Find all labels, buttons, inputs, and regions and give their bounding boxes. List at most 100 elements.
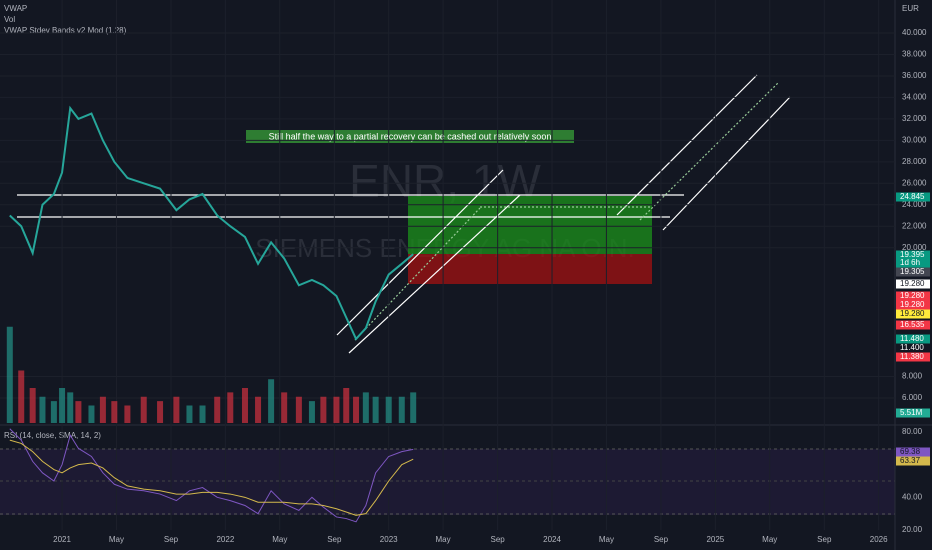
volume-bar [18, 370, 25, 423]
currency: EUR [902, 4, 919, 13]
rsi-tag-label: 69.38 [900, 447, 921, 456]
y-tick-label: 38.000 [902, 50, 927, 59]
volume-bar [308, 401, 315, 423]
volume-bar [6, 326, 13, 423]
x-tick-label: 2024 [543, 535, 561, 544]
volume-bar [343, 388, 350, 423]
x-tick-label: 2021 [53, 535, 71, 544]
loss-zone [408, 254, 652, 284]
volume-bar [199, 405, 206, 423]
drawings [17, 74, 791, 354]
indicator-label: Vol [4, 15, 15, 24]
volume-bar [124, 405, 131, 423]
price-tag-label: 5.51M [900, 408, 923, 417]
price-tag-label: 19.280 [900, 309, 925, 318]
price-tag-label: 19.305 [900, 267, 925, 276]
price-tag-label: 16.535 [900, 320, 925, 329]
price-tag [896, 267, 930, 277]
price-tag-label: 19.280 [900, 291, 925, 300]
volume-bar [67, 392, 74, 423]
x-tick-label: Sep [491, 535, 506, 544]
annotation: Still half the way to a partial recovery… [269, 131, 552, 141]
volume-bar [157, 401, 164, 423]
rsi-tag-label: 63.37 [900, 456, 921, 465]
rsi-tick-label: 80.00 [902, 427, 923, 436]
price-tag-label: 24.845 [900, 192, 925, 201]
volume-bar [50, 401, 57, 423]
volume-bar [255, 396, 262, 423]
x-tick-label: 2022 [216, 535, 234, 544]
price-tag [896, 258, 930, 268]
volume-bar [88, 405, 95, 423]
y-tick-label: 30.000 [902, 135, 927, 144]
y-tick-label: 20.000 [902, 243, 927, 252]
x-tick-label: Sep [817, 535, 832, 544]
price-tag [896, 352, 930, 362]
x-tick-label: 2023 [380, 535, 398, 544]
volume-bar [59, 388, 66, 423]
y-tick-label: 34.000 [902, 93, 927, 102]
y-tick-label: 28.000 [902, 157, 927, 166]
volume-bar [99, 396, 106, 423]
y-tick-label: 22.000 [902, 221, 927, 230]
price-tag [896, 334, 930, 344]
indicator-label: VWAP Stdev Bands v2 Mod (1.28) [4, 26, 127, 35]
price-tag [896, 309, 930, 319]
price-tag-label: 11.400 [900, 343, 924, 352]
volume-bar [320, 396, 327, 423]
price-tag [896, 408, 930, 418]
y-tick-label: 8.000 [902, 372, 923, 381]
x-tick-label: Sep [654, 535, 669, 544]
rsi-tag [896, 456, 930, 466]
volume-bar [241, 388, 248, 423]
price-tag-label: 11.480 [900, 334, 924, 343]
volume-bar [227, 392, 234, 423]
y-tick-label: 26.000 [902, 178, 927, 187]
price-tag [896, 343, 930, 353]
x-tick-label: Sep [327, 535, 342, 544]
rsi-tick-label: 20.00 [902, 525, 923, 534]
x-tick-label: May [272, 535, 287, 544]
price-tag-label: 1d 6h [900, 258, 920, 267]
price-tag [896, 250, 930, 260]
x-tick-label: May [599, 535, 614, 544]
volume-bar [214, 396, 221, 423]
x-tick-label: 2026 [870, 535, 888, 544]
y-tick-label: 36.000 [902, 71, 927, 80]
y-tick-label: 40.000 [902, 28, 927, 37]
price-tag [896, 291, 930, 301]
volume-bar [111, 401, 118, 423]
volume-bar [186, 405, 193, 423]
price-tag [896, 320, 930, 330]
rsi-tag [896, 447, 930, 457]
volume-bar [372, 396, 379, 423]
price-tag-label: 19.280 [900, 300, 925, 309]
indicator-label: VWAP [4, 4, 27, 13]
x-tick-label: 2025 [706, 535, 724, 544]
volume-bar [39, 396, 46, 423]
x-tick-label: Sep [164, 535, 179, 544]
volume-bar [385, 396, 392, 423]
rsi-tick-label: 40.00 [902, 492, 923, 501]
price-tag-label: 19.395 [900, 250, 925, 259]
volume-bar [295, 396, 302, 423]
y-tick-label: 32.000 [902, 114, 927, 123]
y-tick-label: 24.000 [902, 200, 927, 209]
price-tag [896, 279, 930, 289]
x-tick-label: May [762, 535, 777, 544]
rsi-title: RSI (14, close, SMA, 14, 2) [4, 431, 101, 440]
volume-bar [140, 396, 147, 423]
x-tick-label: May [109, 535, 124, 544]
volume-bar [268, 379, 275, 423]
volume-bar [362, 392, 369, 423]
y-tick-label: 6.000 [902, 393, 923, 402]
volume-bar [281, 392, 288, 423]
volume-bar [410, 392, 417, 423]
volume-bar [29, 388, 36, 423]
volume-bar [398, 396, 405, 423]
volume-bar [173, 396, 180, 423]
annotation-box [246, 130, 574, 143]
price-line [9, 105, 414, 341]
volume-bar [353, 396, 360, 423]
